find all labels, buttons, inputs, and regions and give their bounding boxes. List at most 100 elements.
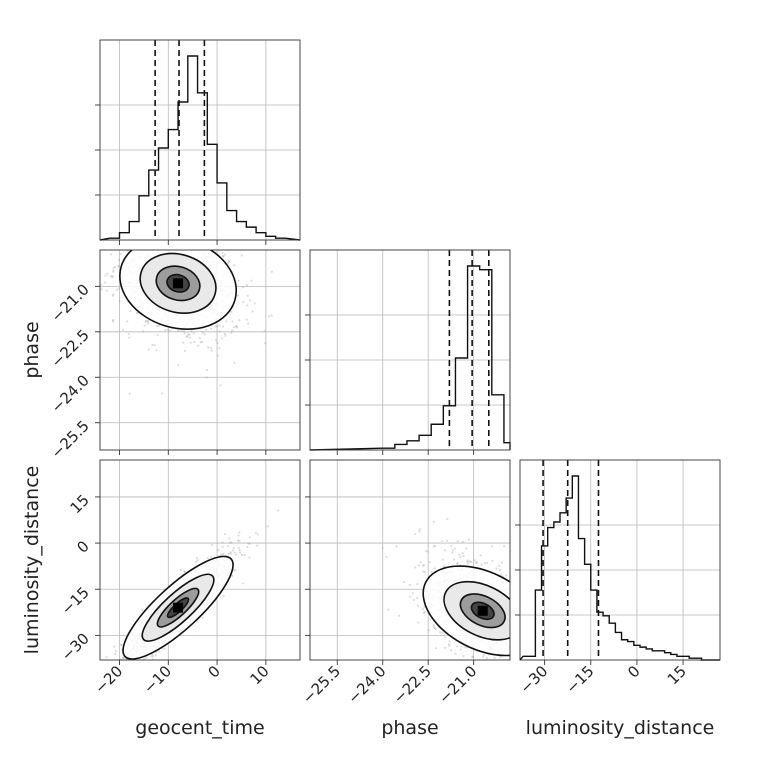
sample-point bbox=[513, 637, 515, 639]
sample-point bbox=[466, 560, 469, 563]
sample-point bbox=[112, 266, 115, 270]
sample-point bbox=[451, 549, 454, 552]
sample-point bbox=[177, 329, 180, 332]
x-tick-label: −25.5 bbox=[299, 662, 344, 707]
sample-point bbox=[230, 541, 233, 544]
sample-point bbox=[221, 251, 224, 255]
sample-point bbox=[526, 616, 528, 618]
sample-point bbox=[237, 279, 240, 282]
sample-point bbox=[522, 623, 524, 625]
sample-point bbox=[447, 643, 451, 646]
sample-point bbox=[183, 246, 185, 248]
sample-point bbox=[164, 235, 166, 237]
sample-point bbox=[423, 570, 426, 574]
sample-point bbox=[135, 237, 137, 239]
sample-point bbox=[511, 633, 513, 635]
sample-point bbox=[222, 594, 225, 597]
sample-point bbox=[526, 616, 528, 618]
sample-point bbox=[200, 245, 202, 247]
sample-point bbox=[515, 655, 517, 657]
sample-point bbox=[497, 564, 501, 567]
sample-point bbox=[156, 228, 158, 230]
sample-point bbox=[241, 582, 244, 585]
sample-point bbox=[141, 609, 144, 612]
sample-point bbox=[530, 612, 532, 614]
sample-point bbox=[499, 656, 502, 659]
sample-point bbox=[412, 598, 415, 601]
sample-point bbox=[210, 349, 213, 352]
sample-point bbox=[186, 335, 189, 338]
sample-point bbox=[452, 558, 456, 561]
sample-point bbox=[514, 617, 516, 619]
density-peak bbox=[173, 602, 184, 613]
sample-point bbox=[194, 560, 198, 563]
sample-point bbox=[112, 318, 115, 322]
sample-point bbox=[517, 616, 519, 618]
sample-point bbox=[186, 243, 188, 245]
sample-point bbox=[221, 255, 225, 258]
y-tick-label: 0 bbox=[73, 537, 92, 556]
sample-point bbox=[250, 279, 253, 282]
sample-point bbox=[462, 554, 465, 557]
sample-point bbox=[539, 599, 541, 601]
sample-point bbox=[231, 574, 234, 577]
panel-content bbox=[103, 509, 280, 662]
sample-point bbox=[381, 546, 384, 550]
sample-point bbox=[158, 650, 161, 653]
sample-point bbox=[449, 649, 453, 652]
sample-point bbox=[531, 637, 533, 639]
sample-point bbox=[466, 559, 470, 562]
sample-point bbox=[270, 270, 273, 273]
sample-point bbox=[117, 265, 120, 268]
sample-point bbox=[459, 555, 462, 559]
sample-point bbox=[445, 662, 447, 664]
sample-point bbox=[145, 231, 147, 233]
sample-point bbox=[513, 619, 515, 621]
sample-point bbox=[515, 638, 517, 640]
sample-point bbox=[223, 253, 227, 256]
sample-point bbox=[144, 247, 146, 249]
sample-point bbox=[202, 245, 204, 247]
sample-point bbox=[147, 319, 150, 322]
sample-point bbox=[200, 341, 204, 344]
x-tick-label: 15 bbox=[664, 662, 690, 688]
sample-point bbox=[547, 653, 549, 655]
sample-point bbox=[503, 544, 506, 548]
sample-point bbox=[238, 531, 241, 534]
sample-point bbox=[209, 555, 212, 558]
sample-point bbox=[196, 344, 200, 347]
sample-point bbox=[120, 217, 122, 219]
sample-point bbox=[163, 237, 165, 239]
panel-content bbox=[381, 517, 553, 700]
sample-point bbox=[424, 549, 428, 552]
sample-point bbox=[176, 241, 178, 243]
sample-point bbox=[129, 309, 132, 313]
sample-point bbox=[423, 610, 426, 614]
sample-point bbox=[222, 552, 225, 556]
sample-point bbox=[551, 624, 553, 626]
sample-point bbox=[516, 630, 518, 632]
sample-point bbox=[158, 324, 161, 327]
sample-point bbox=[198, 242, 200, 244]
sample-point bbox=[97, 224, 99, 226]
sample-point bbox=[201, 331, 204, 334]
sample-point bbox=[196, 219, 198, 221]
y-tick-label: −21.0 bbox=[48, 280, 93, 325]
sample-point bbox=[203, 333, 206, 336]
sample-point bbox=[130, 217, 132, 219]
sample-point bbox=[134, 660, 136, 662]
sample-point bbox=[471, 655, 474, 658]
sample-point bbox=[421, 564, 425, 567]
sample-point bbox=[514, 592, 516, 594]
sample-point bbox=[234, 325, 238, 328]
sample-point bbox=[154, 241, 156, 243]
sample-point bbox=[103, 660, 105, 662]
sample-point bbox=[246, 545, 249, 548]
sample-point bbox=[110, 275, 113, 278]
scatter-panel-geocent_time-vs-phase bbox=[97, 217, 301, 451]
sample-point bbox=[166, 328, 170, 331]
sample-point bbox=[517, 698, 519, 700]
sample-point bbox=[179, 568, 182, 572]
sample-point bbox=[515, 580, 517, 582]
sample-point bbox=[441, 631, 444, 634]
